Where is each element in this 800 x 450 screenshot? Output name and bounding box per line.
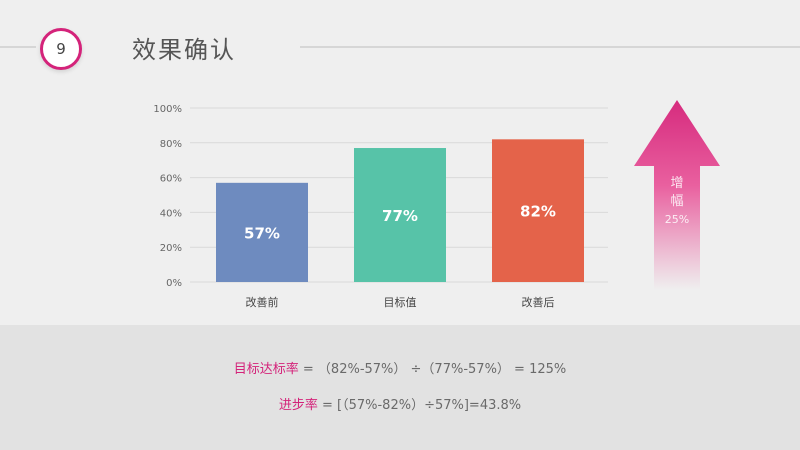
bar-chart: 0% 20% 40% 60% 80% 100% 57% 改善前 77% 目标值 82% 改善后 (153, 104, 608, 309)
slide-title: 效果确认 (132, 36, 236, 64)
y-tick-label: 100% (153, 104, 182, 115)
arrow-label-3: 25% (664, 213, 690, 226)
x-tick-label: 目标值 (384, 295, 417, 309)
up-arrow-icon (634, 100, 720, 290)
bar (492, 139, 584, 282)
bar (216, 182, 308, 282)
formula-target-rate-label: 目标达标率 (233, 362, 299, 377)
y-tick-label: 80% (160, 139, 182, 150)
data-label: 77% (382, 207, 418, 225)
header-rule-left (0, 46, 36, 48)
formula-target-rate-expression: = （82%-57%） ÷（77%-57%） = 125% (302, 362, 567, 377)
y-tick-label: 60% (160, 174, 182, 185)
arrow-label-1: 增 (670, 176, 684, 191)
formula-progress-rate-label: 进步率 (278, 398, 318, 413)
formula-progress-rate-expression: = [（57%-82%）÷57%]=43.8% (322, 398, 522, 413)
data-label: 57% (244, 224, 280, 242)
formula-panel (0, 325, 800, 450)
data-label: 82% (520, 203, 556, 221)
x-tick-label: 改善前 (246, 295, 279, 309)
y-tick-label: 20% (160, 243, 182, 254)
header-rule-right (300, 46, 800, 48)
formula-progress-rate: 进步率 = [（57%-82%）÷57%]=43.8% (0, 394, 800, 413)
formula-target-rate: 目标达标率 = （82%-57%） ÷（77%-57%） = 125% (0, 358, 800, 377)
y-tick-label: 0% (166, 278, 182, 289)
slide-number-badge: 9 (40, 28, 82, 70)
arrow-label-2: 幅 (670, 194, 684, 209)
increase-arrow: 增 幅 25% (632, 100, 722, 290)
y-tick-label: 40% (160, 208, 182, 219)
bar (354, 148, 446, 282)
x-tick-label: 改善后 (522, 295, 555, 309)
